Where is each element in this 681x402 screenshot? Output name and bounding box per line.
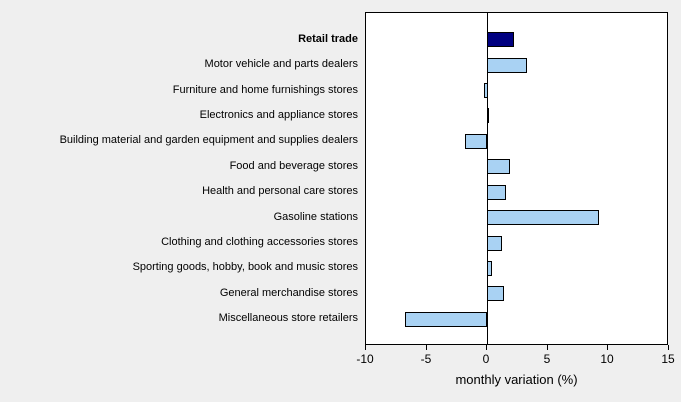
bar: [465, 134, 487, 149]
bar: [487, 236, 502, 251]
category-label: Electronics and appliance stores: [199, 109, 358, 121]
bar: [487, 261, 492, 276]
category-label: Clothing and clothing accessories stores: [161, 236, 358, 248]
bar: [487, 32, 514, 47]
category-label: Retail trade: [298, 33, 358, 45]
tick-mark: [365, 345, 366, 350]
category-label: General merchandise stores: [219, 287, 358, 299]
bar: [487, 286, 504, 301]
tick-mark: [607, 345, 608, 350]
category-label: Motor vehicle and parts dealers: [204, 58, 358, 70]
category-label: Furniture and home furnishings stores: [172, 84, 358, 96]
zero-axis-line: [487, 13, 488, 344]
bar: [484, 83, 488, 98]
category-label: Building material and garden equipment a…: [59, 134, 358, 146]
bar: [487, 159, 510, 174]
tick-label: 5: [543, 352, 551, 366]
tick-mark: [668, 345, 669, 350]
tick-label: 10: [600, 352, 614, 366]
category-label: Food and beverage stores: [229, 160, 358, 172]
bar: [487, 185, 506, 200]
tick-label: 0: [482, 352, 490, 366]
tick-label: 15: [661, 352, 675, 366]
tick-mark: [486, 345, 487, 350]
tick-label: -5: [420, 352, 432, 366]
tick-mark: [426, 345, 427, 350]
category-label: Health and personal care stores: [202, 185, 358, 197]
bar: [487, 108, 489, 123]
bar: [487, 58, 527, 73]
x-axis-label: monthly variation (%): [455, 372, 578, 387]
category-label: Sporting goods, hobby, book and music st…: [132, 261, 358, 273]
bar: [405, 312, 487, 327]
bar: [487, 210, 599, 225]
plot-area: [365, 12, 668, 345]
tick-label: -10: [356, 352, 374, 366]
category-label: Gasoline stations: [273, 211, 358, 223]
tick-mark: [547, 345, 548, 350]
category-label: Miscellaneous store retailers: [218, 312, 358, 324]
